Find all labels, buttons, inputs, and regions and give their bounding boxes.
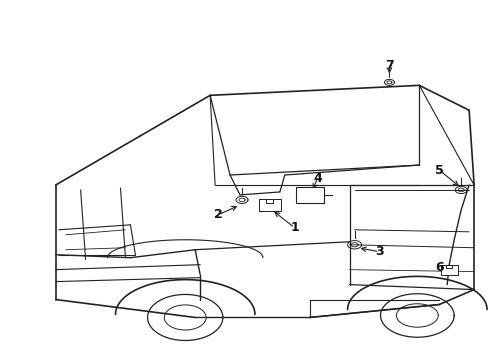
Text: 3: 3 [375, 245, 384, 258]
Text: 5: 5 [435, 163, 443, 176]
Text: 2: 2 [214, 208, 222, 221]
Bar [446, 265, 452, 268]
Bar [259, 199, 281, 211]
Text: 7: 7 [385, 59, 394, 72]
Bar [441, 265, 458, 275]
Bar [296, 187, 324, 203]
Text: 6: 6 [435, 261, 443, 274]
Bar [267, 199, 273, 203]
Text: 1: 1 [291, 221, 299, 234]
Text: 4: 4 [313, 171, 322, 185]
